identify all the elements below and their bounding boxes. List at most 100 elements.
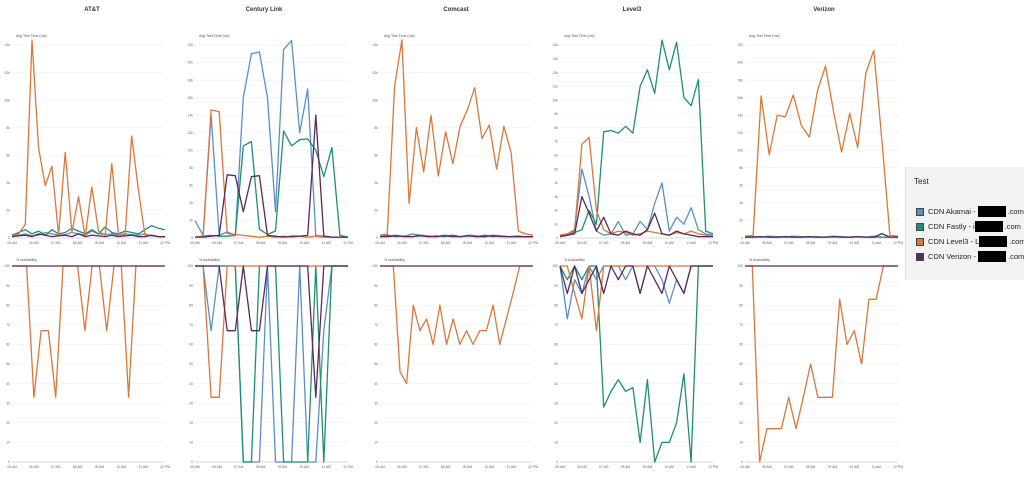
x-tick-label: 11 AM (138, 465, 148, 469)
y-tick-label: 50 (554, 362, 558, 366)
y-tick-label: 60 (739, 343, 743, 347)
y-tick-label: 0 (8, 236, 10, 240)
legend-item-akamai[interactable]: CDN Akamai - .com (916, 206, 1024, 217)
y-tick-label: 6k (374, 153, 378, 157)
y-tick-label: 8k (189, 166, 193, 170)
series-line-cdn-fastly (559, 39, 714, 238)
series-line-cdn-fastly (559, 265, 713, 463)
x-tick-label: 08 AM (256, 241, 266, 245)
y-tick-label: 14k (373, 43, 379, 47)
legend-item-fastly[interactable]: CDN Fastly - i .com (916, 221, 1021, 232)
x-tick-label: 10 AM (664, 465, 674, 469)
y-axis-label-level3-availability: % Availability (564, 258, 585, 262)
y-tick-label: 100 (187, 264, 193, 268)
x-tick-label: 10 AM (299, 465, 309, 469)
y-tick-label: 2k (374, 209, 378, 213)
y-tick-label: 22k (188, 43, 194, 47)
x-tick-label: 10 AM (849, 465, 859, 469)
y-tick-label: 8k (554, 126, 558, 130)
legend-item-verizon[interactable]: CDN Verizon - .com (916, 251, 1024, 262)
y-axis-label-comcast-availability: % Availability (384, 258, 405, 262)
y-tick-label: 10 (554, 441, 558, 445)
y-tick-label: 14k (738, 113, 744, 117)
y-tick-label: 70 (6, 323, 10, 327)
y-tick-label: 70 (374, 323, 378, 327)
redaction-box (979, 236, 1008, 247)
y-tick-label: 100 (737, 264, 743, 268)
y-tick-label: 5k (554, 167, 558, 171)
y-tick-label: 2k (189, 219, 193, 223)
x-tick-label: 09 AM (463, 465, 473, 469)
series-line-cdn-level3 (745, 265, 898, 463)
x-tick-label: 07 AM (51, 465, 61, 469)
x-tick-label: 06 AM (762, 241, 772, 245)
y-tick-label: 90 (189, 284, 193, 288)
y-tick-label: 60 (554, 343, 558, 347)
x-tick-label: 07 AM (234, 465, 244, 469)
y-axis-label-verizon-availability: % Availability (749, 258, 770, 262)
column-title-att: AT&T (84, 7, 100, 13)
y-tick-label: 90 (739, 284, 743, 288)
x-tick-label: 07 AM (419, 465, 429, 469)
y-tick-label: 12k (738, 131, 744, 135)
x-tick-label: 08 AM (621, 465, 631, 469)
legend-suffix-fastly: .com (1004, 222, 1021, 231)
x-tick-label: 06 AM (577, 465, 587, 469)
y-tick-label: 12k (188, 131, 194, 135)
x-tick-label: 05 AM (7, 465, 17, 469)
y-tick-label: 10k (5, 98, 11, 102)
y-tick-label: 60 (189, 343, 193, 347)
x-tick-label: 07 AM (234, 241, 244, 245)
y-axis-label-at-t-availability: % Availability (16, 258, 37, 262)
x-tick-label: 11 AM (138, 241, 148, 245)
y-tick-label: 3k (554, 195, 558, 199)
legend-label-level3: CDN Level3 - L (928, 237, 980, 246)
series-line-cdn-verizon (11, 233, 165, 238)
y-tick-label: 4k (554, 181, 558, 185)
x-tick-label: 05 AM (190, 241, 200, 245)
y-tick-label: 0 (741, 460, 743, 464)
y-tick-label: 80 (374, 303, 378, 307)
series-line-cdn-akamai (559, 168, 714, 236)
series-line-cdn-verizon (380, 235, 533, 238)
y-tick-label: 50 (6, 362, 10, 366)
y-tick-label: 6k (189, 184, 193, 188)
legend-label-verizon: CDN Verizon - (928, 252, 979, 261)
x-tick-label: 08 AM (806, 465, 816, 469)
x-tick-label: 11 AM (321, 241, 331, 245)
x-tick-label: 05 AM (555, 241, 565, 245)
y-tick-label: 16k (188, 96, 194, 100)
y-tick-label: 80 (739, 303, 743, 307)
x-tick-label: 11 AM (871, 241, 881, 245)
series-line-cdn-akamai (194, 39, 348, 238)
y-tick-label: 0 (741, 236, 743, 240)
y-tick-label: 70 (739, 323, 743, 327)
x-tick-label: 12 PM (343, 465, 353, 469)
y-tick-label: 18k (738, 78, 744, 82)
x-tick-label: 08 AM (806, 241, 816, 245)
y-tick-label: 10 (189, 441, 193, 445)
y-tick-label: 13k (553, 57, 559, 61)
y-tick-label: 2k (6, 209, 10, 213)
y-tick-label: 90 (374, 284, 378, 288)
legend-item-level3[interactable]: CDN Level3 - L .com (916, 236, 1024, 247)
series-line-cdn-fastly (194, 130, 349, 238)
x-tick-label: 06 AM (212, 241, 222, 245)
x-tick-label: 09 AM (828, 465, 838, 469)
x-tick-label: 11 AM (321, 465, 331, 469)
legend-suffix-level3: .com (1009, 237, 1024, 246)
series-line-cdn-level3 (11, 39, 165, 238)
series-line-cdn-verizon (745, 232, 898, 238)
x-tick-label: 05 AM (740, 465, 750, 469)
column-title-comcast: Comcast (443, 7, 469, 13)
series-line-cdn-fastly (11, 224, 166, 236)
y-tick-label: 20 (739, 421, 743, 425)
y-tick-label: 6k (554, 153, 558, 157)
x-tick-label: 12 PM (160, 241, 170, 245)
y-tick-label: 40 (6, 382, 10, 386)
series-line-cdn-akamai (11, 230, 165, 238)
y-tick-label: 0 (376, 460, 378, 464)
series-line-cdn-verizon (195, 114, 348, 238)
x-tick-label: 08 AM (73, 465, 83, 469)
x-tick-label: 06 AM (397, 465, 407, 469)
